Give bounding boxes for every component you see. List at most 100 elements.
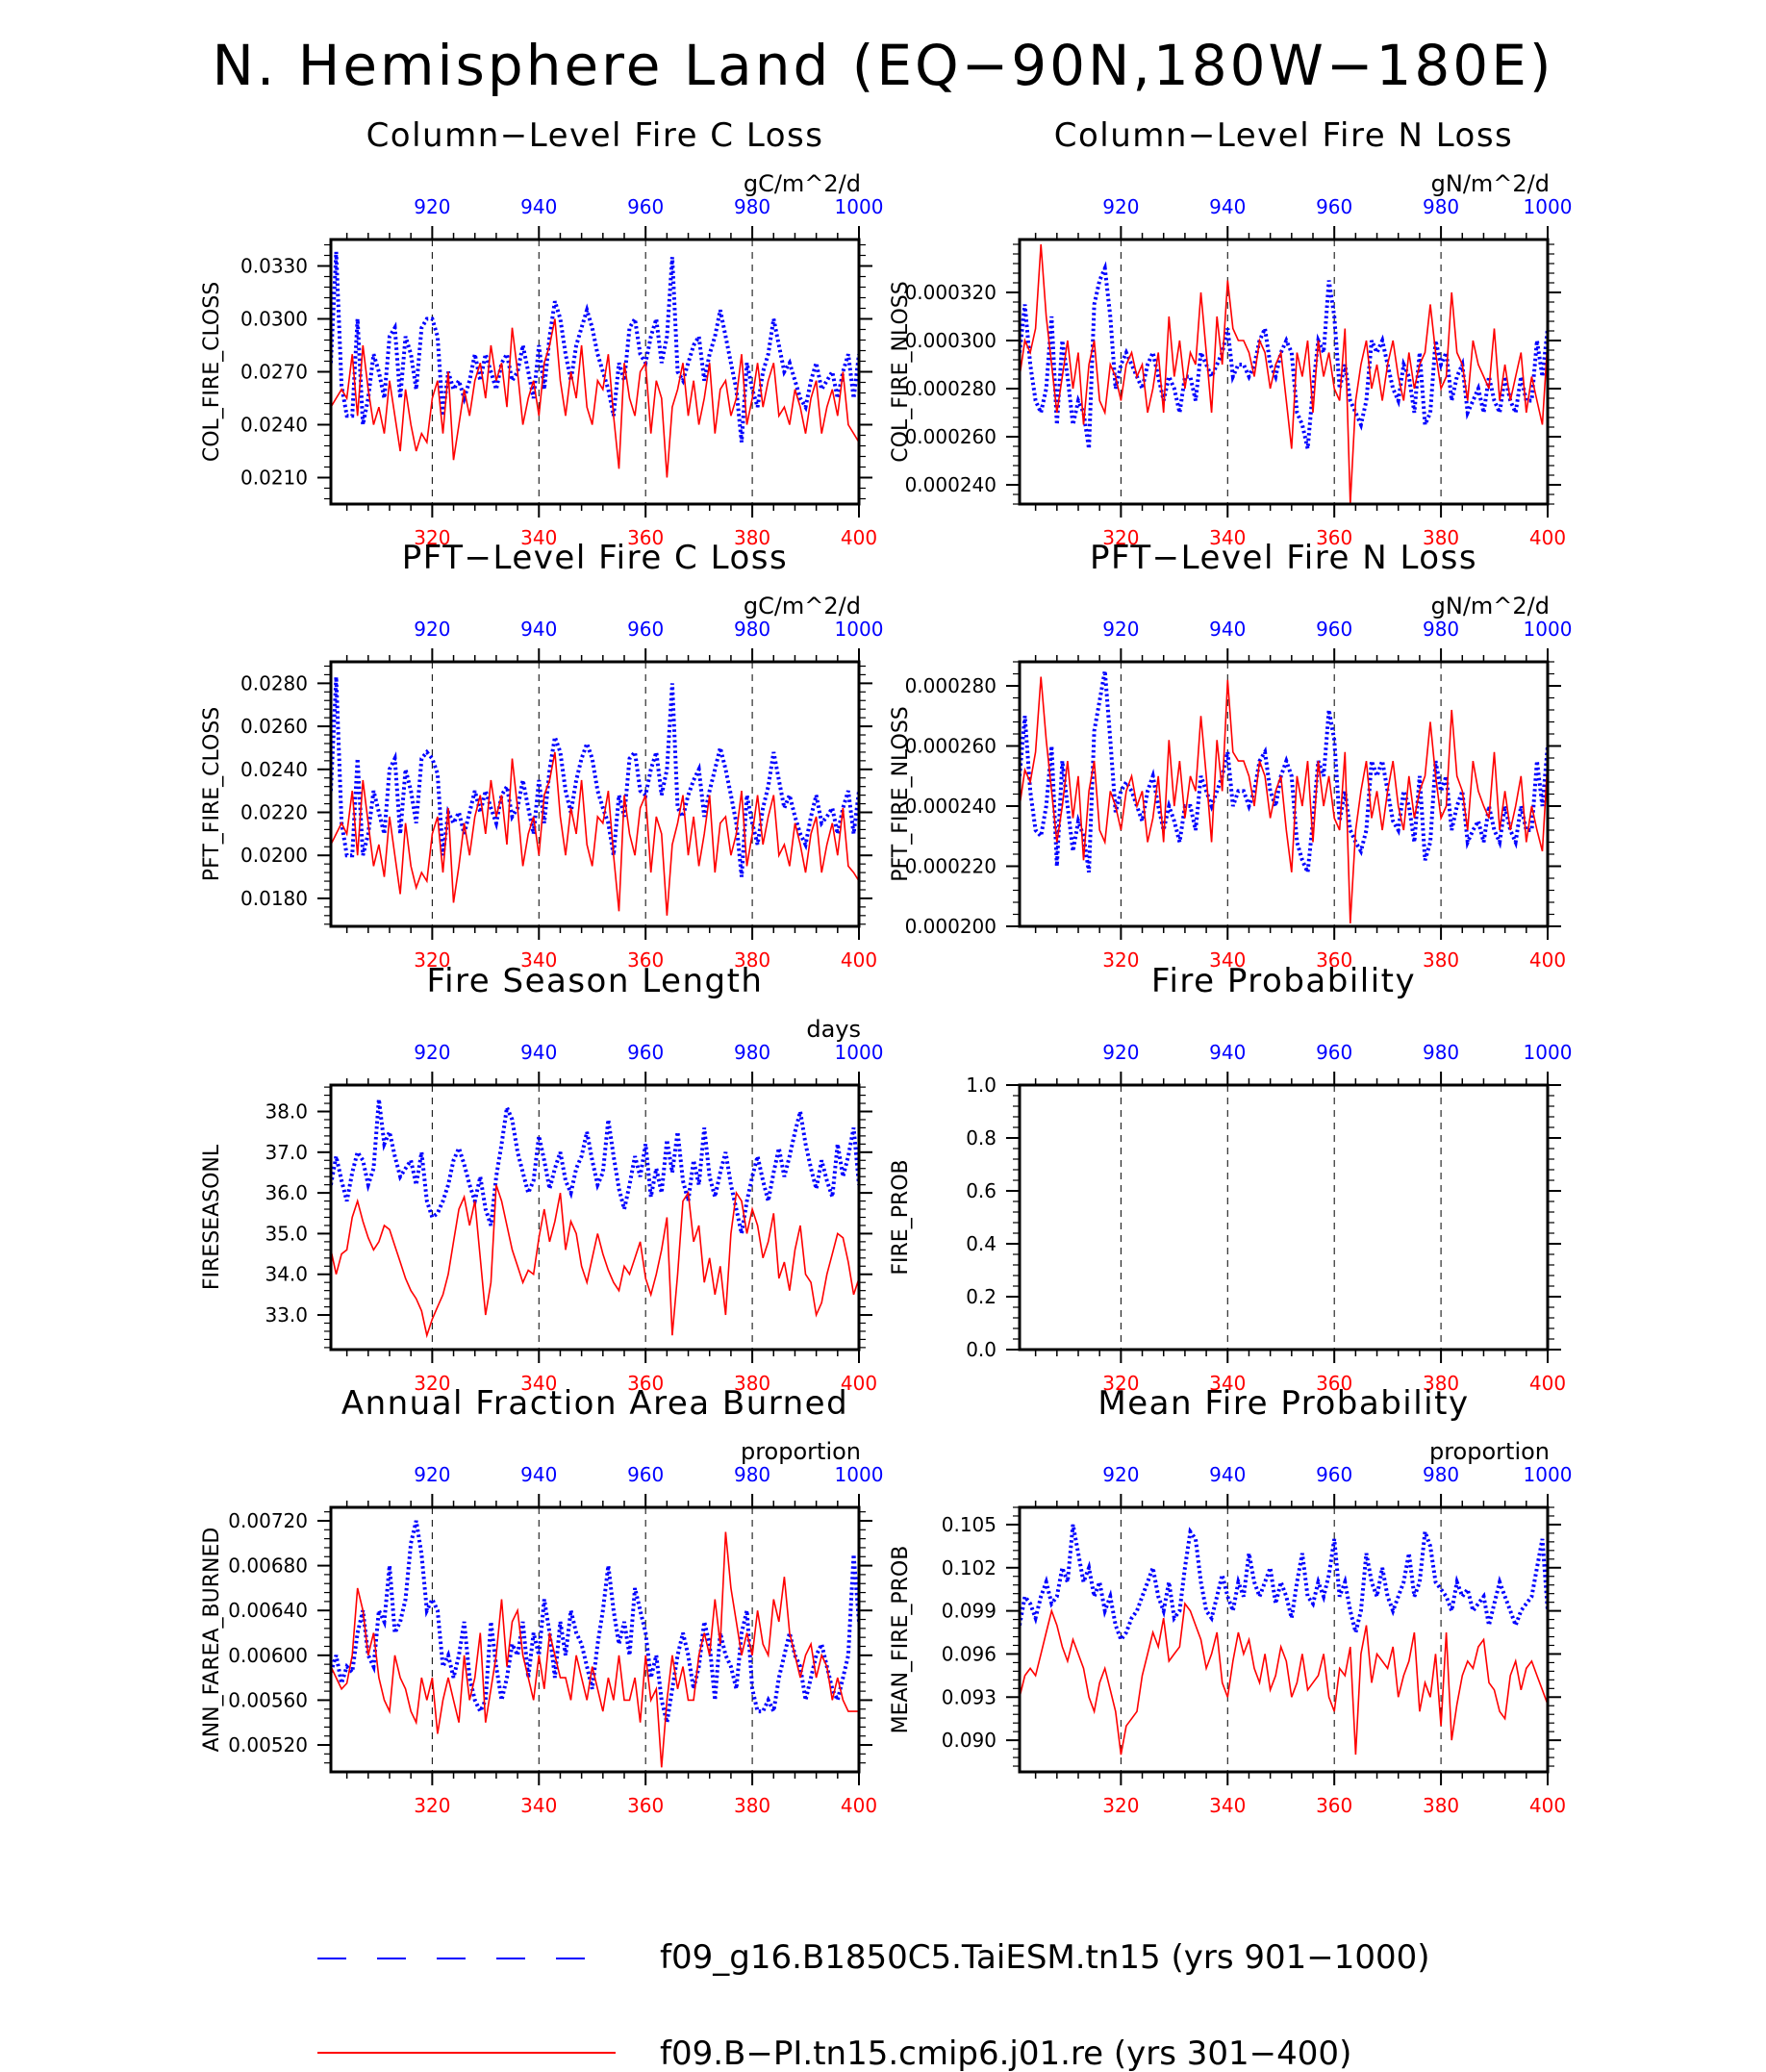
x-tick-label-blue: 920 — [1102, 618, 1139, 641]
x-tick-label-red: 400 — [841, 526, 877, 549]
x-tick-label-blue: 980 — [1423, 618, 1459, 641]
x-tick-label-red: 320 — [1102, 1372, 1139, 1395]
x-tick-label-blue: 980 — [734, 1041, 770, 1064]
x-tick-label-red: 380 — [734, 1794, 770, 1817]
y-tick-label: 0.0 — [966, 1338, 997, 1361]
x-tick-label-red: 320 — [1102, 1794, 1139, 1817]
series-line-red — [1020, 1602, 1548, 1756]
x-tick-label-blue: 1000 — [1524, 1463, 1573, 1486]
x-tick-label-blue: 920 — [414, 1041, 450, 1064]
x-tick-label-blue: 980 — [734, 195, 770, 218]
y-axis-label: ANN_FAREA_BURNED — [200, 1528, 224, 1753]
series-line-red — [1020, 243, 1548, 504]
x-tick-label-red: 360 — [1316, 948, 1352, 972]
x-tick-label-red: 320 — [1102, 948, 1139, 972]
units-label: gC/m^2/d — [744, 593, 861, 619]
y-tick-label: 0.000280 — [905, 377, 997, 400]
x-tick-label-blue: 980 — [734, 618, 770, 641]
x-tick-label-blue: 1000 — [1524, 618, 1573, 641]
x-tick-label-red: 380 — [1423, 526, 1459, 549]
legend-blue-label: f09_g16.B1850C5.TaiESM.tn15 (yrs 901−100… — [660, 1938, 1430, 1977]
y-tick-label: 0.0200 — [240, 844, 308, 867]
x-tick-label-blue: 920 — [1102, 1463, 1139, 1486]
x-tick-label-blue: 960 — [1316, 195, 1352, 218]
chart-panel-2: Column−Level Fire N Loss gN/m^2/d COL_FIRE… — [889, 116, 1572, 549]
x-tick-label-red: 360 — [627, 1794, 664, 1817]
plot-frame — [329, 1083, 861, 1352]
x-tick-label-blue: 920 — [1102, 195, 1139, 218]
x-tick-label-red: 360 — [1316, 526, 1352, 549]
x-tick-label-red: 340 — [1209, 1372, 1246, 1395]
x-tick-label-red: 340 — [1209, 1794, 1246, 1817]
y-tick-label: 0.099 — [942, 1600, 997, 1623]
chart-panel-1: Column−Level Fire C Loss gC/m^2/d COL_FIRE… — [200, 116, 883, 549]
x-tick-label-blue: 920 — [414, 195, 450, 218]
x-tick-label-red: 340 — [1209, 526, 1246, 549]
y-tick-label: 0.0220 — [240, 801, 308, 824]
y-axis-label: PFT_FIRE_NLOSS — [889, 706, 913, 881]
x-tick-label-red: 380 — [734, 1372, 770, 1395]
y-tick-label: 0.00560 — [228, 1688, 308, 1711]
plot-frame — [329, 660, 861, 928]
chart-panel-5: Fire Season Length days FIRESEASONL 320 340 3… — [200, 962, 883, 1395]
y-axis-label: FIRESEASONL — [200, 1144, 224, 1290]
x-tick-label-blue: 980 — [1423, 195, 1459, 218]
x-tick-label-blue: 920 — [414, 1463, 450, 1486]
y-tick-label: 0.0240 — [240, 414, 308, 437]
y-tick-label: 0.093 — [942, 1685, 997, 1708]
x-tick-label-blue: 940 — [1209, 618, 1246, 641]
panel-title: PFT−Level Fire C Loss — [402, 539, 788, 577]
x-tick-label-red: 380 — [1423, 1372, 1459, 1395]
series-line-blue — [1020, 261, 1548, 449]
y-tick-label: 0.000260 — [905, 425, 997, 448]
panel-title: Mean Fire Probability — [1097, 1384, 1469, 1423]
y-axis-label: MEAN_FIRE_PROB — [889, 1546, 913, 1734]
y-tick-label: 0.000320 — [905, 281, 997, 304]
units-label: gN/m^2/d — [1431, 170, 1550, 197]
y-axis-label: FIRE_PROB — [889, 1159, 913, 1275]
y-tick-label: 0.090 — [942, 1729, 997, 1752]
panel-title: Fire Probability — [1151, 962, 1416, 1000]
plot-frame — [1018, 1083, 1550, 1352]
x-tick-label-red: 360 — [627, 948, 664, 972]
units-label: gN/m^2/d — [1431, 593, 1550, 619]
x-tick-label-blue: 1000 — [835, 1463, 884, 1486]
panel-title: Column−Level Fire N Loss — [1054, 116, 1514, 155]
x-tick-label-red: 360 — [627, 526, 664, 549]
y-tick-label: 33.0 — [265, 1303, 308, 1327]
y-tick-label: 0.000300 — [905, 329, 997, 352]
plot-frame — [1018, 1505, 1550, 1774]
x-tick-label-blue: 960 — [1316, 1463, 1352, 1486]
y-tick-label: 0.6 — [966, 1179, 997, 1202]
units-label: days — [806, 1016, 861, 1043]
y-tick-label: 37.0 — [265, 1141, 308, 1164]
x-tick-label-red: 380 — [734, 948, 770, 972]
x-tick-label-blue: 940 — [1209, 1463, 1246, 1486]
panel-title: PFT−Level Fire N Loss — [1090, 539, 1477, 577]
legend: f09_g16.B1850C5.TaiESM.tn15 (yrs 901−100… — [317, 1938, 1430, 2072]
x-tick-label-red: 400 — [1529, 526, 1566, 549]
x-tick-label-red: 400 — [1529, 1794, 1566, 1817]
x-tick-label-blue: 960 — [1316, 618, 1352, 641]
x-tick-label-blue: 980 — [1423, 1463, 1459, 1486]
panel-title: Column−Level Fire C Loss — [366, 116, 824, 155]
y-tick-label: 0.0270 — [240, 361, 308, 384]
x-tick-label-blue: 1000 — [1524, 1041, 1573, 1064]
x-tick-label-red: 340 — [520, 948, 557, 972]
y-tick-label: 0.0330 — [240, 255, 308, 278]
y-tick-label: 35.0 — [265, 1222, 308, 1245]
figure-title: N. Hemisphere Land (EQ−90N,180W−180E) — [213, 33, 1554, 98]
x-tick-label-blue: 980 — [1423, 1041, 1459, 1064]
units-label: proportion — [1429, 1438, 1550, 1465]
y-tick-label: 0.00720 — [228, 1509, 308, 1532]
chart-panel-3: PFT−Level Fire C Loss gC/m^2/d PFT_FIRE_CL… — [200, 539, 883, 972]
series-line-blue — [1020, 1524, 1548, 1644]
x-tick-label-red: 360 — [1316, 1372, 1352, 1395]
panel-title: Annual Fraction Area Burned — [341, 1384, 848, 1423]
x-tick-label-blue: 960 — [1316, 1041, 1352, 1064]
y-tick-label: 0.000240 — [905, 473, 997, 496]
x-tick-label-red: 400 — [1529, 948, 1566, 972]
chart-panel-4: PFT−Level Fire N Loss gN/m^2/d PFT_FIRE_NL… — [889, 539, 1572, 972]
y-tick-label: 36.0 — [265, 1181, 308, 1204]
